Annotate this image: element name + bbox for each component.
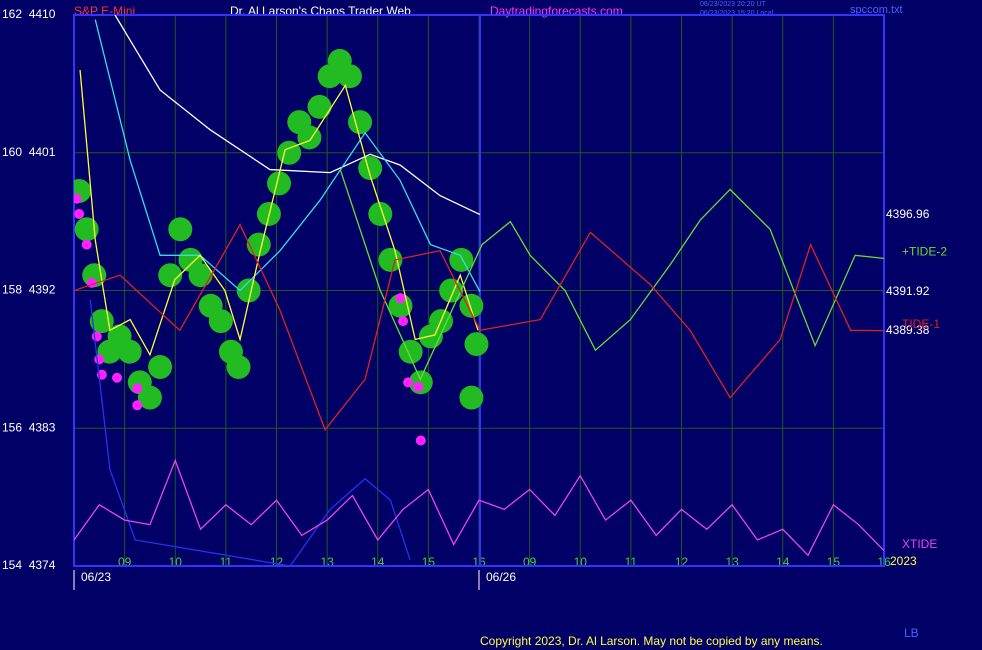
corner-label: LB bbox=[904, 626, 919, 640]
bubble bbox=[307, 94, 332, 119]
bubble bbox=[378, 247, 403, 272]
series-line bbox=[339, 169, 884, 381]
bubble bbox=[398, 339, 423, 364]
copyright: Copyright 2023, Dr. Al Larson. May not b… bbox=[480, 634, 823, 648]
series-line bbox=[74, 223, 884, 432]
bubble bbox=[74, 217, 99, 242]
dot bbox=[94, 354, 105, 365]
series-line bbox=[89, 299, 411, 566]
symbol: S&P E-Mini bbox=[74, 4, 135, 18]
bubble bbox=[459, 385, 484, 410]
date-label: 06/26 bbox=[486, 570, 516, 584]
series-label: +TIDE-2 bbox=[902, 245, 947, 259]
stamp: 06/23/2023 20:20 UT bbox=[700, 1, 766, 8]
series-line bbox=[79, 70, 479, 357]
stamp: 06/23/2023 15:20 Local bbox=[700, 10, 774, 17]
series-line bbox=[94, 19, 481, 293]
x-tick-label: 09 bbox=[523, 555, 537, 569]
dot bbox=[395, 293, 406, 304]
bubble bbox=[117, 339, 142, 364]
x-tick-label: 12 bbox=[675, 555, 689, 569]
file-name: spccom.txt bbox=[850, 4, 903, 16]
y-tick-label: 154 4374 bbox=[2, 558, 56, 572]
x-tick-label: 14 bbox=[371, 555, 385, 569]
y-tick-label: 156 4383 bbox=[2, 420, 56, 434]
x-tick-label: 09 bbox=[118, 555, 132, 569]
dot bbox=[91, 331, 102, 342]
end-value-label: 4389.38 bbox=[886, 323, 930, 337]
x-tick-label: 15 bbox=[422, 555, 436, 569]
y-tick-label: 158 4392 bbox=[2, 283, 56, 297]
y-tick-label: 162 4410 bbox=[2, 7, 56, 21]
x-tick-label: 15 bbox=[827, 555, 841, 569]
dot bbox=[112, 372, 123, 383]
dot bbox=[398, 316, 409, 327]
series-line bbox=[74, 458, 884, 557]
y-tick-label: 160 4401 bbox=[2, 145, 56, 159]
bubble bbox=[368, 201, 393, 226]
bubble bbox=[337, 64, 362, 89]
dot bbox=[74, 208, 85, 219]
series-label: XTIDE bbox=[902, 537, 937, 551]
x-tick-label: 13 bbox=[320, 555, 334, 569]
bubble bbox=[358, 156, 383, 181]
bubble bbox=[464, 332, 489, 357]
bubble bbox=[208, 309, 233, 334]
bubble bbox=[246, 232, 271, 257]
dot bbox=[81, 239, 92, 250]
dot bbox=[413, 381, 424, 392]
x-tick-label: 14 bbox=[776, 555, 790, 569]
x-tick-label: 12 bbox=[270, 555, 284, 569]
dot bbox=[403, 377, 414, 388]
bubble bbox=[348, 110, 373, 135]
bubble bbox=[158, 263, 183, 288]
year: 2023 bbox=[890, 554, 917, 568]
bubble bbox=[277, 140, 302, 165]
site: Daytradingforecasts.com bbox=[490, 4, 623, 18]
chart-title: Dr. Al Larson's Chaos Trader Web bbox=[230, 4, 411, 18]
dot bbox=[132, 400, 143, 411]
series-label: TIDE-1 bbox=[902, 317, 940, 331]
date-label: 06/23 bbox=[81, 570, 111, 584]
plot-area bbox=[74, 15, 884, 566]
series-line bbox=[114, 15, 481, 216]
end-value-label: 4391.92 bbox=[886, 284, 930, 298]
x-tick-label: 10 bbox=[574, 555, 588, 569]
x-tick-label: 11 bbox=[220, 555, 233, 569]
x-tick-label: 13 bbox=[725, 555, 739, 569]
bubble bbox=[236, 278, 261, 303]
dot bbox=[415, 435, 426, 446]
bubble bbox=[267, 171, 292, 196]
bubble bbox=[449, 247, 474, 272]
bubble bbox=[188, 263, 213, 288]
bubble bbox=[148, 355, 173, 380]
x-tick-label: 10 bbox=[169, 555, 183, 569]
bubble bbox=[137, 385, 162, 410]
end-value-label: 4396.96 bbox=[886, 207, 930, 221]
dot bbox=[132, 383, 143, 394]
dot bbox=[74, 193, 82, 204]
bubble bbox=[226, 355, 251, 380]
bubble bbox=[168, 217, 193, 242]
x-tick-label: 11 bbox=[625, 555, 638, 569]
